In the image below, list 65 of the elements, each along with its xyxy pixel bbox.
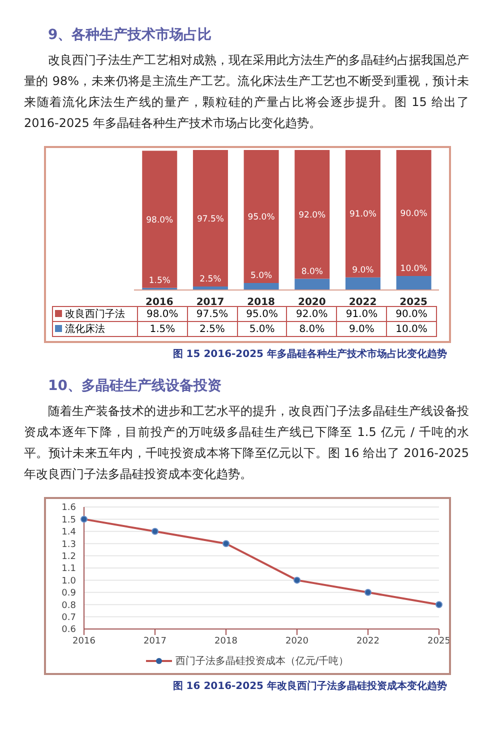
text: 97.5% — [196, 214, 224, 224]
text: 95.0% — [248, 212, 275, 223]
y-tick-label: 0.7 — [62, 612, 76, 623]
text: 1.5% — [148, 276, 170, 286]
text: 10.0% — [400, 264, 428, 274]
text: 91.0% — [349, 210, 376, 220]
text: 92.0% — [298, 210, 326, 220]
x-tick-label: 2018 — [247, 297, 276, 308]
x-tick-label: 2020 — [286, 636, 309, 646]
x-tick-label: 2016 — [72, 636, 96, 646]
bar — [396, 150, 432, 276]
data-label: 10.0% — [386, 322, 436, 336]
text: 8.0% — [301, 266, 323, 277]
bar — [192, 150, 228, 286]
text: 5.0% — [250, 271, 272, 281]
text: 90.0% — [400, 209, 428, 220]
caption: 图 15 2016-2025 年多晶硅各种生产技术市场占比变化趋势 — [172, 347, 447, 361]
y-tick-label: 0.8 — [62, 600, 76, 611]
data-label: 90.0% — [386, 306, 436, 322]
x-tick-label: 2025 — [400, 297, 428, 308]
y-tick-label: 1.3 — [62, 540, 76, 550]
data-label: 91.0% — [336, 306, 387, 322]
data-label: 98.0% — [138, 306, 188, 322]
x-tick-label: 2022 — [356, 636, 380, 646]
x-tick-label: 2018 — [214, 636, 238, 646]
y-tick-label: 1.5 — [62, 515, 76, 526]
bar — [345, 277, 380, 290]
y-tick-label: 1.1 — [62, 564, 76, 574]
bar — [345, 150, 380, 278]
y-tick-label: 0.6 — [62, 625, 76, 636]
text: 98.0% — [146, 215, 174, 226]
text: 2.5% — [200, 274, 222, 284]
legend-label: 流化床法 — [52, 322, 138, 336]
chart-title: 10、多晶硅生产线设备投资 — [48, 377, 222, 396]
y-tick-label: 1.2 — [62, 552, 76, 562]
bar — [142, 150, 178, 288]
x-tick-label: 2017 — [144, 636, 166, 646]
data-label: 97.5% — [187, 306, 238, 322]
x-tick-label: 2016 — [145, 297, 174, 308]
legend-label: 西门子法多晶硅投资成本（亿元/千吨） — [174, 654, 349, 668]
text: 9.0% — [352, 265, 374, 276]
bar — [294, 150, 330, 279]
chart-title: 9、各种生产技术市场占比 — [48, 26, 213, 45]
data-label: 2.5% — [187, 322, 238, 336]
data-label: 1.5% — [138, 322, 188, 336]
bar — [244, 283, 279, 290]
y-tick-label: 1.4 — [62, 528, 76, 538]
legend-label: 改良西门子法 — [52, 306, 138, 322]
data-label: 9.0% — [336, 322, 387, 336]
data-label: 95.0% — [237, 306, 287, 322]
bar — [244, 150, 279, 283]
bar — [294, 278, 330, 290]
chart-subtitle: 改良西门子法生产工艺相对成熟，现在采用此方法生产的多晶硅约占据我国总产量的 98%，未来仍将是主流生产工艺。流化床法生产工艺也不断受到重视，预计未来随着流化床法生产线的量产，颗粒硅的产量占比将会逐步提升。图 15 给出了 2016-2025 年多晶硅各种生产技术市场占比变化趋势。 — [24, 52, 469, 132]
y-tick-label: 0.9 — [62, 588, 76, 599]
bar — [396, 276, 432, 290]
x-tick-label: 2022 — [348, 297, 377, 308]
data-label: 5.0% — [237, 322, 287, 336]
chart-subtitle: 随着生产装备技术的进步和工艺水平的提升，改良西门子法多晶硅生产线设备投资成本逐年下降，目前投产的万吨级多晶硅生产线已下降至 1.5 亿元 / 千吨的水平。预计未来五年内，千吨投资成本将下降至亿元以下。图 16 给出了 2016-2025 年改良西门子法多晶硅投资成本变化趋势。 — [24, 403, 469, 483]
y-tick-label: 1.6 — [62, 503, 76, 514]
x-tick-label: 2020 — [298, 297, 326, 308]
data-label: 92.0% — [286, 306, 337, 322]
caption: 图 16 2016-2025 年改良西门子法多晶硅投资成本变化趋势 — [172, 679, 447, 693]
y-tick-label: 1.0 — [62, 576, 76, 586]
data-label: 8.0% — [286, 322, 337, 336]
x-tick-label: 2017 — [196, 297, 224, 308]
